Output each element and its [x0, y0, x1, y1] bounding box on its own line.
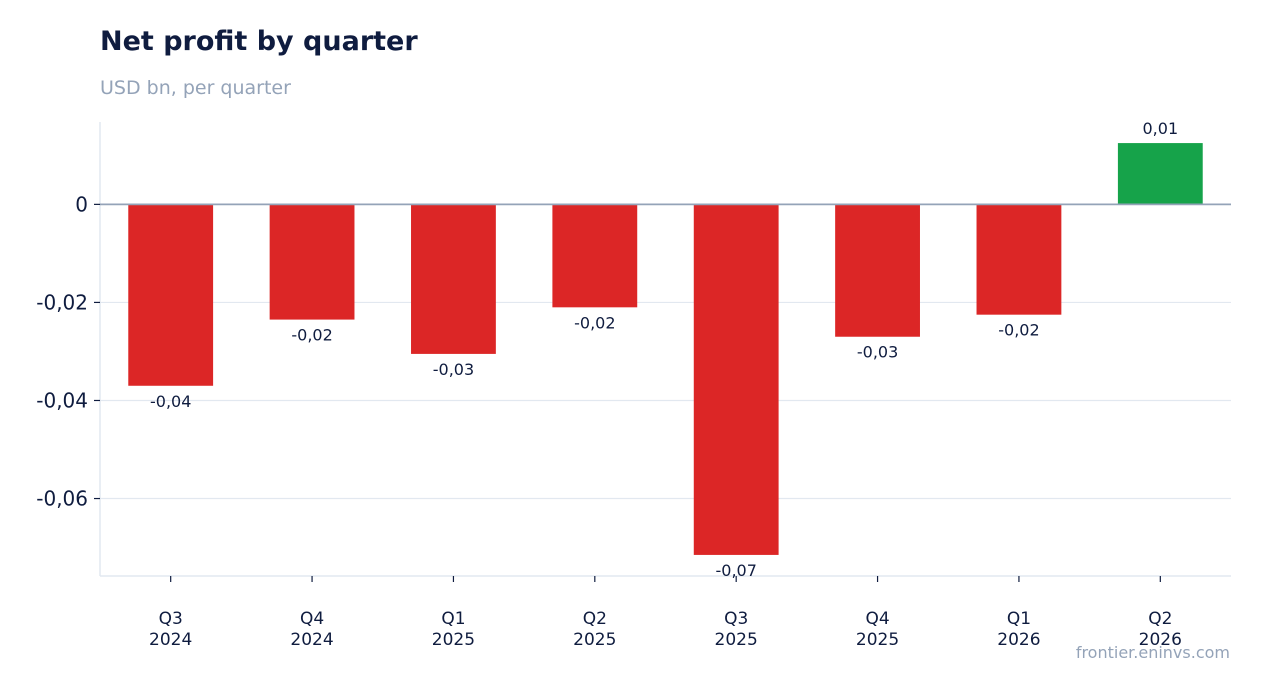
bar: [976, 204, 1062, 315]
x-tick-quarter: Q4: [865, 609, 889, 629]
y-tick-label: -0,04: [36, 388, 88, 412]
bar: [1117, 143, 1203, 205]
x-tick-quarter: Q2: [583, 609, 607, 629]
bar: [835, 204, 920, 337]
y-tick-label: 0: [75, 192, 88, 216]
bar: [128, 204, 214, 386]
x-tick-year: 2026: [1139, 630, 1182, 650]
labels: -0,04 -0,02 -0,03 -0,02 -0,07 -0,03 -0,02 0,01: [150, 119, 1178, 580]
data-label: -0,02: [574, 313, 615, 332]
x-tick-year: 2025: [432, 630, 475, 650]
bar: [552, 204, 638, 308]
data-label: -0,02: [291, 326, 332, 345]
data-label: -0,02: [998, 321, 1039, 340]
bar: [693, 204, 779, 555]
x-tick-label: Q4 2024: [290, 609, 333, 650]
data-label: 0,01: [1143, 119, 1179, 138]
data-label: -0,04: [150, 392, 191, 411]
chart-subtitle: USD bn, per quarter: [100, 77, 291, 99]
x-tick-year: 2024: [149, 630, 192, 650]
x-tick-label: Q2 2025: [573, 609, 616, 650]
x-tick-label: Q3 2024: [149, 609, 192, 650]
x-tick-label: Q3 2025: [715, 609, 758, 650]
x-tick-label: Q1 2026: [997, 609, 1040, 650]
y-tick-label: -0,06: [36, 487, 88, 511]
x-tick-label: Q4 2025: [856, 609, 899, 650]
data-label: -0,03: [857, 343, 898, 362]
x-tick-quarter: Q3: [159, 609, 183, 629]
data-label: -0,03: [433, 360, 474, 379]
data-label: -0,07: [715, 561, 756, 580]
bar: [269, 204, 355, 320]
x-tick-quarter: Q1: [441, 609, 465, 629]
x-tick-year: 2025: [856, 630, 899, 650]
x-tick-label: Q1 2025: [432, 609, 475, 650]
x-tick-year: 2025: [715, 630, 758, 650]
x-tick-year: 2025: [573, 630, 616, 650]
x-tick-label: Q2 2026: [1139, 609, 1182, 650]
x-tick-quarter: Q3: [724, 609, 748, 629]
bar: [411, 204, 496, 354]
chart-title: Net profit by quarter: [100, 26, 418, 57]
source-watermark: frontier.eninvs.com: [1075, 643, 1230, 662]
grid-lines: [100, 301, 1231, 500]
x-tick-quarter: Q4: [300, 609, 324, 629]
x-tick-quarter: Q2: [1148, 609, 1172, 629]
x-tick-year: 2024: [290, 630, 333, 650]
x-tick-quarter: Q1: [1007, 609, 1031, 629]
bars: [128, 143, 1203, 555]
y-tick-label: -0,02: [36, 290, 88, 314]
x-tick-year: 2026: [997, 630, 1040, 650]
